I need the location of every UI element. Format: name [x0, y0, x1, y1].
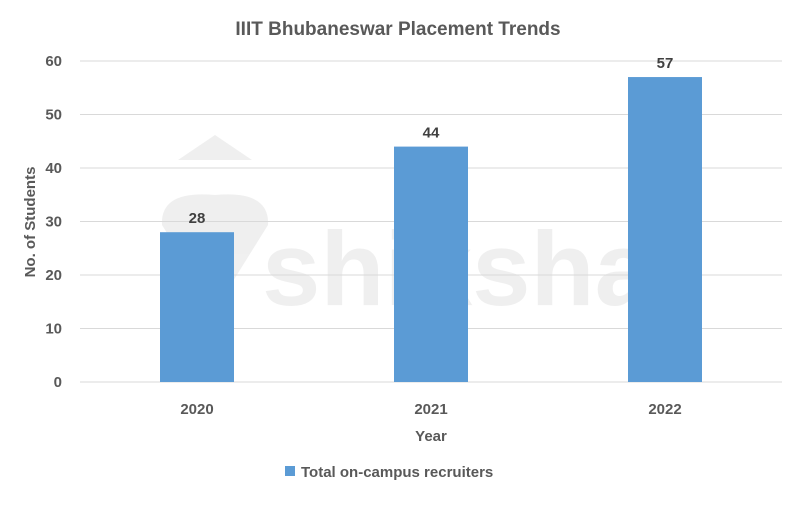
x-tick-label: 2020 [180, 401, 213, 418]
y-tick-label: 10 [45, 321, 62, 338]
y-axis-ticks: 0 10 20 30 40 50 60 [45, 53, 62, 391]
y-tick-label: 0 [54, 374, 62, 391]
legend-swatch [285, 466, 295, 476]
x-tick-label: 2022 [648, 401, 681, 418]
chart-title: IIIT Bhubaneswar Placement Trends [235, 19, 560, 40]
y-tick-label: 40 [45, 160, 62, 177]
x-axis-ticks: 2020 2021 2022 [180, 401, 681, 418]
y-tick-label: 30 [45, 214, 62, 231]
y-tick-label: 60 [45, 53, 62, 70]
legend-label: Total on-campus recruiters [301, 464, 493, 481]
legend: Total on-campus recruiters [285, 464, 493, 481]
y-axis-label: No. of Students [22, 167, 39, 278]
y-tick-label: 50 [45, 107, 62, 124]
data-label: 44 [423, 125, 440, 142]
x-tick-label: 2021 [414, 401, 447, 418]
bar-2021 [394, 146, 468, 382]
data-label: 57 [657, 55, 674, 72]
bars [160, 77, 702, 383]
data-labels: 28 44 57 [189, 55, 674, 227]
bar-2020 [160, 232, 234, 382]
bar-2022 [628, 77, 702, 383]
y-tick-label: 20 [45, 267, 62, 284]
data-label: 28 [189, 210, 206, 227]
x-axis-label: Year [415, 428, 447, 445]
